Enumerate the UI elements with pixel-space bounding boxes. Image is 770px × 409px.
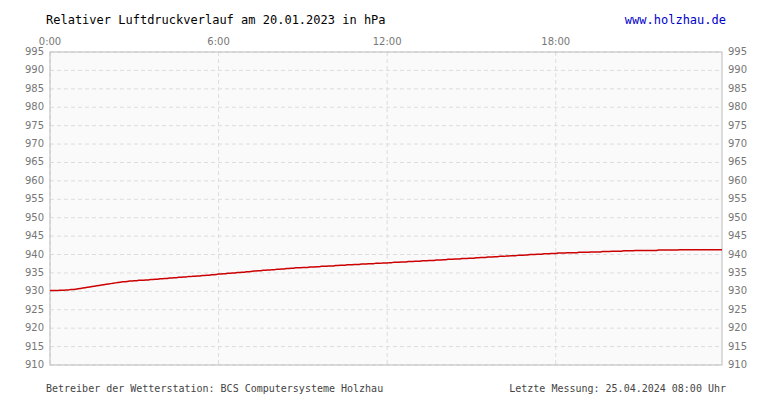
y-tick-label: 970	[25, 138, 44, 149]
y-tick-label: 940	[25, 249, 44, 260]
y2-tick-label: 925	[728, 304, 747, 315]
y2-tick-label: 965	[728, 156, 747, 167]
y-tick-label: 915	[25, 341, 44, 352]
grid-line	[50, 236, 722, 237]
y2-tick-label: 940	[728, 249, 747, 260]
y-tick-label: 960	[25, 175, 44, 186]
grid-line	[50, 144, 722, 145]
chart: 910 915 920 925 930 935 940 945 950 955 960 965 970 9…	[0, 0, 770, 409]
grid-line	[50, 199, 722, 200]
y2-tick-label: 990	[728, 64, 747, 75]
grid-line	[50, 272, 722, 273]
grid-line	[50, 125, 722, 126]
y2-tick-label: 935	[728, 267, 747, 278]
y-tick-label: 980	[25, 101, 44, 112]
grid-line	[50, 346, 722, 347]
y-tick-label: 910	[25, 359, 44, 370]
x-tick-label: 0:00	[39, 36, 61, 47]
grid-line	[50, 309, 722, 310]
grid-line	[50, 162, 722, 163]
y-tick-label: 925	[25, 304, 44, 315]
y2-tick-label: 920	[728, 322, 747, 333]
y2-tick-label: 985	[728, 83, 747, 94]
y2-tick-label: 930	[728, 285, 747, 296]
axes: 910 915 920 925 930 935 940 945 950 955 960 965 970 9…	[25, 36, 747, 370]
y2-tick-label: 950	[728, 212, 747, 223]
grid-line	[50, 217, 722, 218]
grid-line	[218, 52, 219, 365]
series	[50, 250, 722, 291]
y-tick-label: 945	[25, 230, 44, 241]
grid-line	[50, 328, 722, 329]
plot-frame	[50, 52, 722, 365]
grid-line	[50, 107, 722, 108]
y2-tick-label: 980	[728, 101, 747, 112]
pressure-line	[50, 250, 722, 291]
footer-right: Letzte Messung: 25.04.2024 08:00 Uhr	[509, 383, 726, 394]
y-tick-label: 920	[25, 322, 44, 333]
y-tick-label: 995	[25, 46, 44, 57]
y2-tick-label: 960	[728, 175, 747, 186]
grid-line	[50, 88, 722, 89]
y-tick-label: 935	[25, 267, 44, 278]
y-tick-label: 955	[25, 193, 44, 204]
x-tick-label: 12:00	[373, 36, 402, 47]
y2-tick-label: 955	[728, 193, 747, 204]
grid-line	[50, 291, 722, 292]
y-tick-label: 965	[25, 156, 44, 167]
grid-line	[50, 254, 722, 255]
grid-line	[555, 52, 556, 365]
y-tick-label: 975	[25, 120, 44, 131]
grid-line	[387, 52, 388, 365]
page: {"chart_data": {"type": "line", "title":…	[0, 0, 770, 409]
y-tick-label: 950	[25, 212, 44, 223]
x-tick-label: 18:00	[541, 36, 570, 47]
footer-left: Betreiber der Wetterstation: BCS Compute…	[46, 383, 383, 394]
grid-line	[50, 180, 722, 181]
y-tick-label: 990	[25, 64, 44, 75]
plot-area	[50, 52, 722, 365]
x-tick-label: 6:00	[207, 36, 229, 47]
title: Relativer Luftdruckverlauf am 20.01.2023…	[46, 13, 386, 27]
y-tick-label: 930	[25, 285, 44, 296]
y-tick-label: 985	[25, 83, 44, 94]
url-text: www.holzhau.de	[625, 13, 726, 27]
y2-tick-label: 995	[728, 46, 747, 57]
y2-tick-label: 975	[728, 120, 747, 131]
y2-tick-label: 915	[728, 341, 747, 352]
y2-tick-label: 970	[728, 138, 747, 149]
y2-tick-label: 910	[728, 359, 747, 370]
grid-line	[50, 70, 722, 71]
y2-tick-label: 945	[728, 230, 747, 241]
